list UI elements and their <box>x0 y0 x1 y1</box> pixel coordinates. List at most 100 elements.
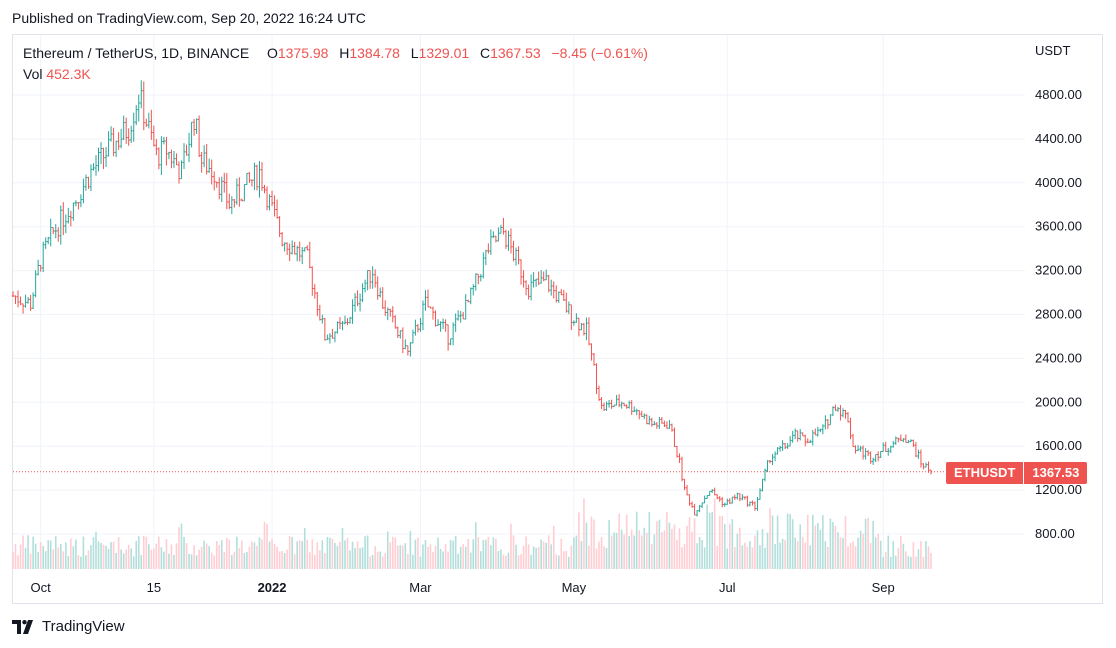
volume-bar <box>14 544 17 569</box>
volume-bar <box>598 541 600 569</box>
volume-bar <box>296 541 299 569</box>
volume-bar <box>54 536 57 569</box>
volume-bar <box>540 539 542 569</box>
volume-bar <box>386 531 389 569</box>
volume-bar <box>52 549 55 569</box>
volume-bar <box>75 539 77 569</box>
volume-bar <box>822 515 824 569</box>
volume-bar <box>70 538 72 569</box>
volume-bar <box>105 545 107 569</box>
volume-bar <box>371 554 374 569</box>
volume-bar <box>912 542 915 569</box>
volume-bar <box>188 553 190 569</box>
volume-bar <box>490 545 492 569</box>
volume-bar <box>130 548 133 569</box>
volume-bar <box>291 536 293 569</box>
volume-bar <box>271 539 273 569</box>
volume-bar <box>804 542 807 569</box>
volume-bar <box>900 535 902 569</box>
volume-bar <box>223 551 226 569</box>
symbol-legend: Ethereum / TetherUS, 1D, BINANCE O1375.9… <box>23 45 648 61</box>
volume-bar <box>485 539 487 569</box>
volume-bar <box>95 531 97 569</box>
volume-bar <box>424 540 427 569</box>
volume-bar <box>872 520 874 569</box>
volume-bar <box>686 525 688 569</box>
volume-bar <box>92 537 95 569</box>
volume-bar <box>452 540 454 569</box>
volume-bar <box>381 556 384 569</box>
volume-bar <box>319 550 321 569</box>
y-axis: 4800.00 4400.00 4000.00 3600.00 3200.00 2800.… <box>1035 87 1082 541</box>
volume-bar <box>273 543 276 569</box>
volume-bar <box>678 528 681 569</box>
volume-bar <box>915 556 917 569</box>
volume-bar <box>532 546 535 569</box>
volume-bar <box>437 537 439 569</box>
volume-bar <box>620 529 623 569</box>
volume-bar <box>339 541 341 569</box>
volume-bar <box>200 546 203 569</box>
volume-bar <box>246 552 248 569</box>
volume-bar <box>837 532 839 569</box>
volume-bar <box>198 549 200 569</box>
volume-bar <box>502 554 505 569</box>
volume-bar <box>806 514 809 569</box>
volume-bar <box>638 530 641 569</box>
volume-bar <box>276 546 278 569</box>
volume-bar <box>512 535 515 569</box>
high-value: 1384.78 <box>349 45 400 61</box>
tradingview-footer[interactable]: TradingView <box>12 618 125 635</box>
y-tick-label: 4000.00 <box>1035 175 1082 190</box>
volume-bar <box>640 535 643 569</box>
volume-bar <box>751 547 754 569</box>
volume-bar <box>346 538 349 569</box>
volume-bar <box>877 533 879 569</box>
volume-bar <box>691 531 693 569</box>
volume-bar <box>263 521 266 569</box>
volume-bar <box>85 555 87 569</box>
volume-bar <box>927 546 930 569</box>
volume-bar <box>369 556 371 569</box>
volume-bar <box>112 541 115 569</box>
volume-bar <box>34 543 37 569</box>
volume-bar <box>165 539 168 569</box>
volume-bar <box>884 552 887 569</box>
volume-bar <box>535 547 537 569</box>
volume-bar <box>331 538 334 569</box>
volume-bar <box>168 553 170 569</box>
volume-bar <box>429 544 432 569</box>
volume-bar <box>731 519 734 569</box>
volume-bar <box>829 518 832 569</box>
volume-bar <box>608 520 610 569</box>
volume-bar <box>218 544 221 569</box>
volume-bar <box>723 524 726 569</box>
volume-bar <box>115 552 117 569</box>
volume-bar <box>316 542 319 569</box>
volume-bar <box>419 556 422 569</box>
volume-bar <box>389 542 392 569</box>
volume-bar <box>552 525 555 569</box>
volume-bar <box>19 544 22 569</box>
chart-frame[interactable] <box>12 34 1103 604</box>
volume-bar <box>77 555 80 569</box>
volume-bar <box>595 548 598 569</box>
volume-bar <box>474 522 477 569</box>
volume-bar <box>407 553 409 569</box>
volume-bar <box>135 540 138 569</box>
volume-bar <box>736 533 739 569</box>
volume-bar <box>231 554 233 569</box>
last-price-tag: ETHUSDT 1367.53 <box>946 462 1088 484</box>
volume-bar <box>600 537 603 569</box>
volume-bar <box>781 538 784 569</box>
volume-bar <box>190 554 193 569</box>
volume-label: Vol <box>23 66 43 82</box>
volume-bar <box>832 522 834 569</box>
volume-bar <box>266 523 268 569</box>
volume-bar <box>862 533 864 569</box>
volume-bar <box>469 552 472 569</box>
volume-bar <box>698 537 701 569</box>
volume-bar <box>311 539 314 569</box>
volume-bar <box>225 537 228 569</box>
